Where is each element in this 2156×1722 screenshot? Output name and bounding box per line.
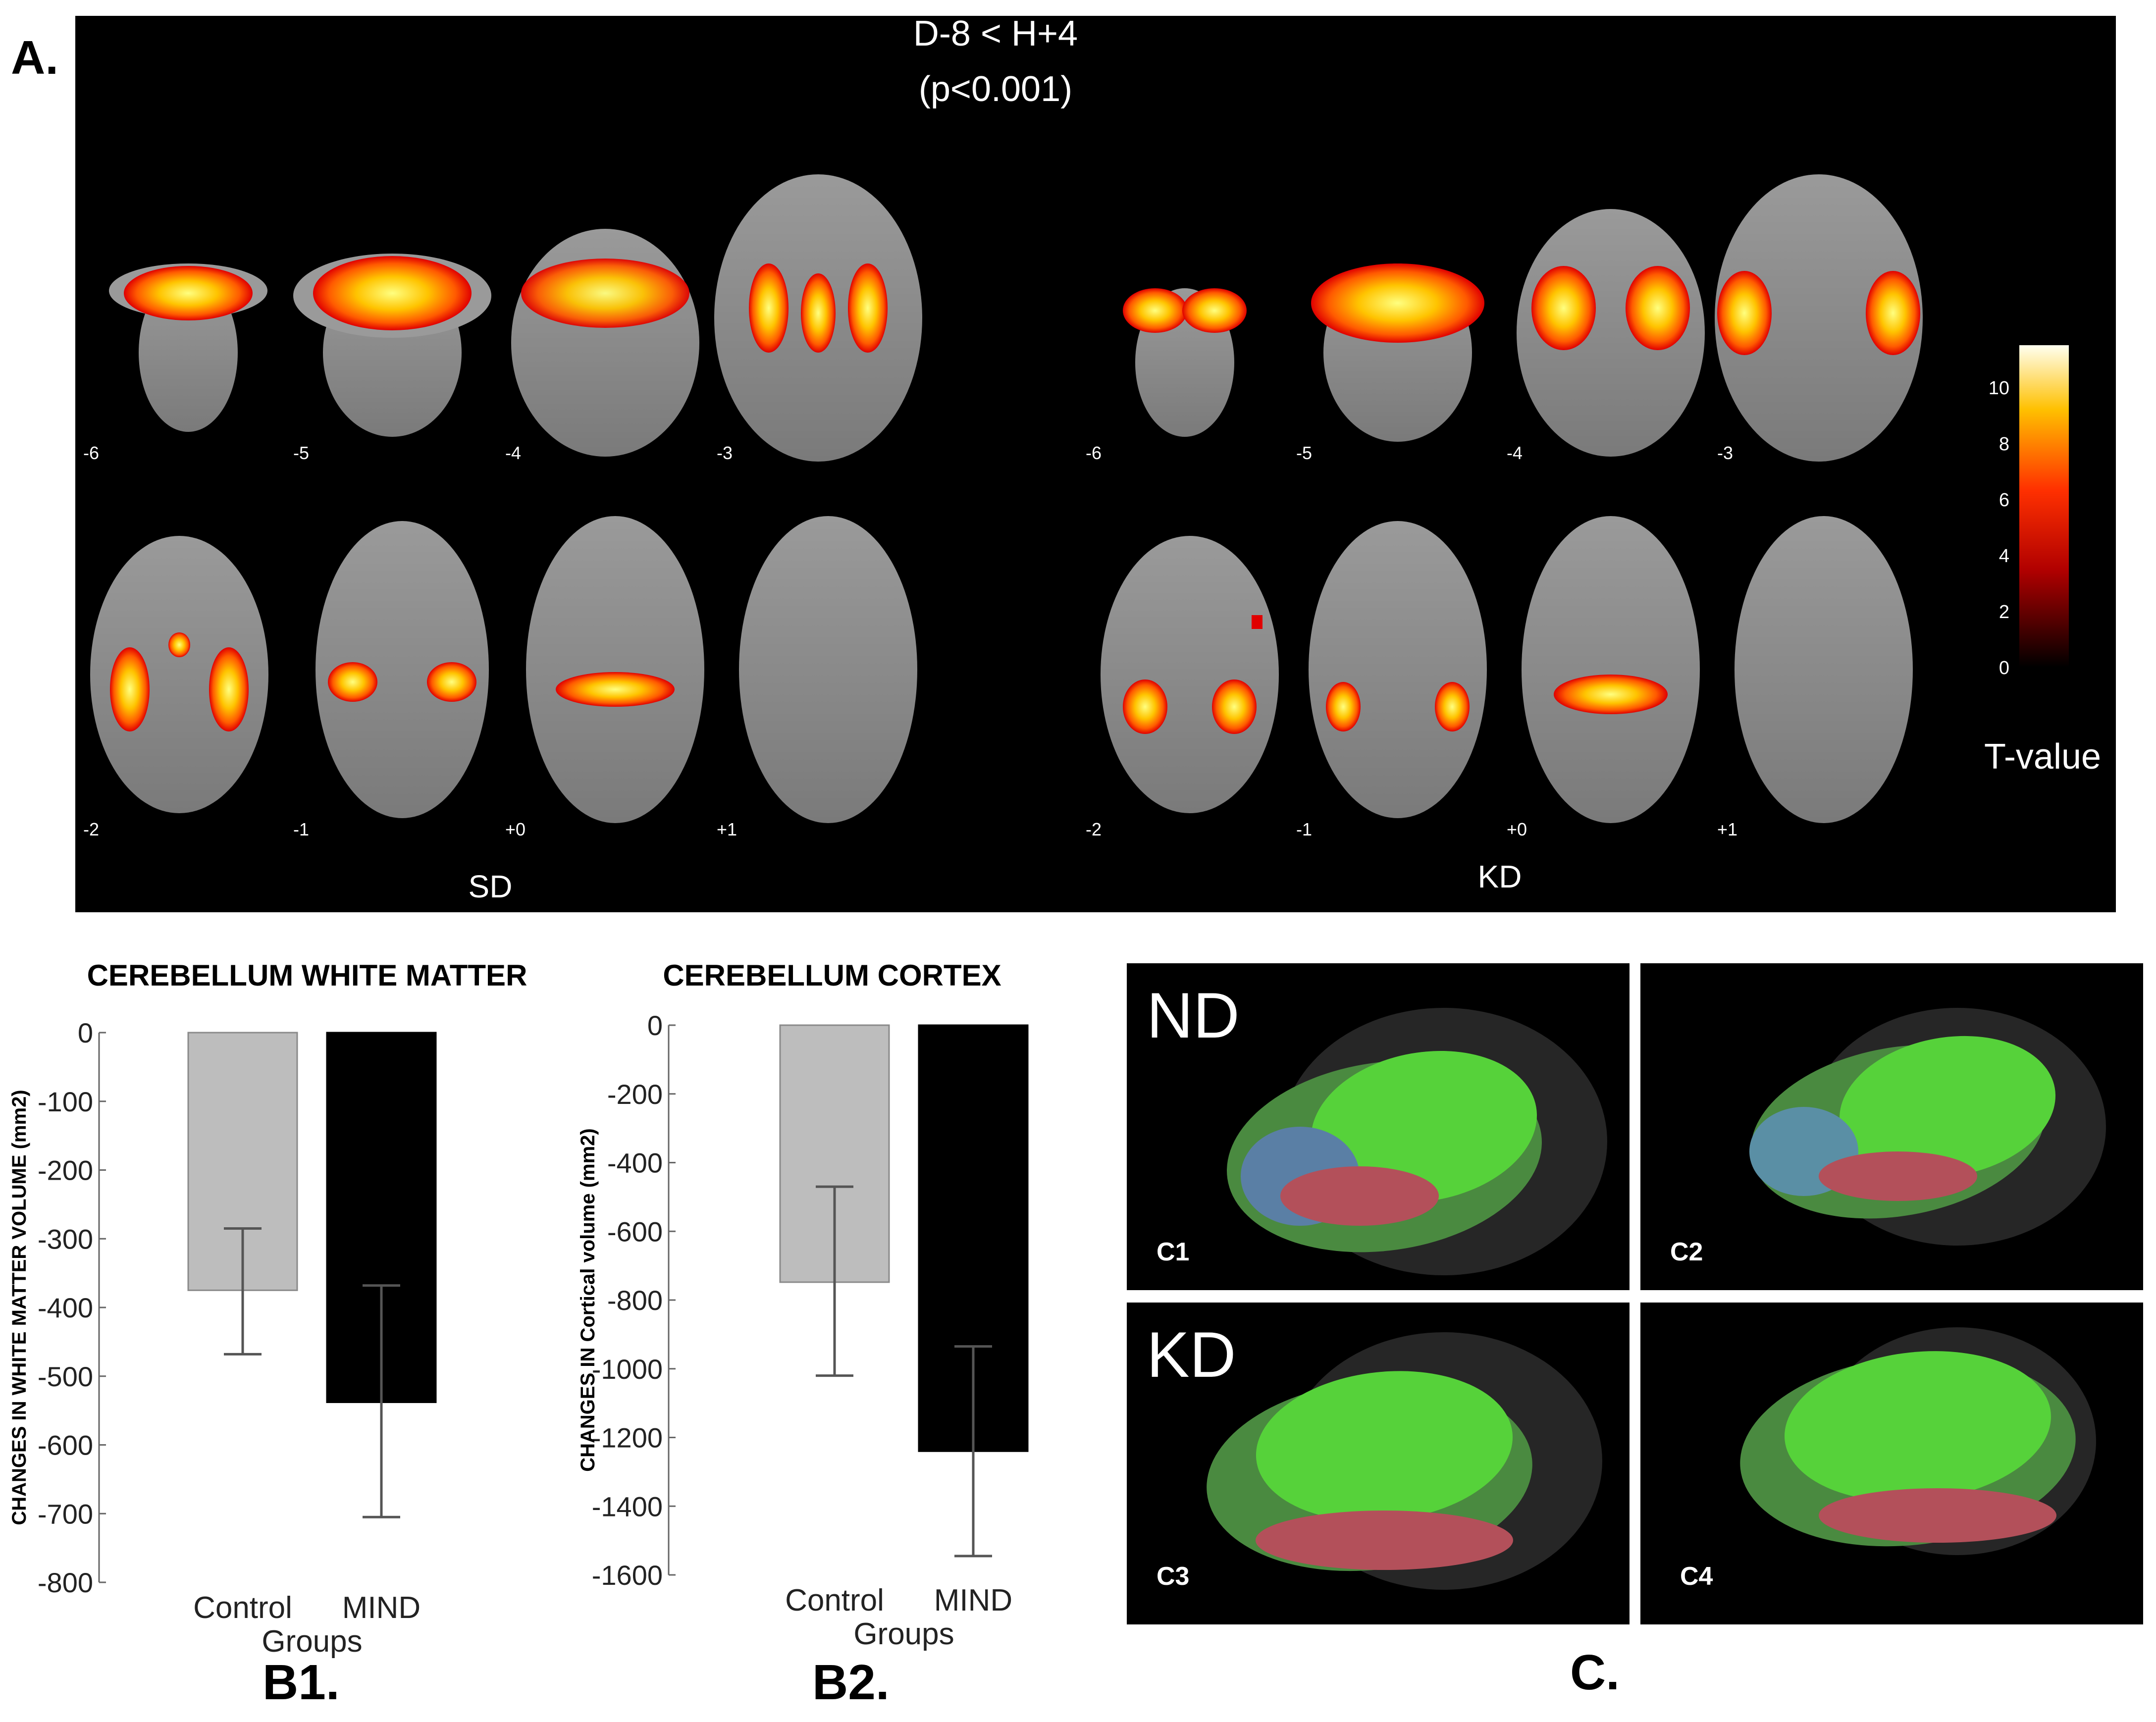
sd-slice-neg2 [90, 536, 268, 813]
y-tick-label: -1000 [592, 1354, 663, 1385]
x-tick-label: Control [785, 1583, 884, 1618]
slice-label: +1 [1717, 819, 1737, 839]
colorbar-tick-label: 10 [1989, 378, 2009, 399]
panel-b1-label: B1. [263, 1655, 340, 1710]
group-label-sd: SD [469, 869, 513, 904]
slice-label: -1 [293, 819, 309, 839]
colorbar-tick-label: 4 [1999, 546, 2009, 567]
pvalue-title: (p<0.001) [919, 69, 1072, 109]
panel-a-label: A. [11, 31, 58, 84]
y-tick-label: -300 [38, 1223, 93, 1254]
y-tick-label: -600 [607, 1216, 663, 1247]
y-tick-label: -800 [607, 1285, 663, 1316]
subpanel-label: C2 [1670, 1238, 1703, 1266]
colorbar-tick-label: 8 [1999, 434, 2009, 455]
slice-label: -5 [293, 443, 309, 463]
colorbar-tick-label: 6 [1999, 490, 2009, 511]
y-tick-label: -400 [38, 1292, 93, 1323]
subpanel-label: C4 [1680, 1562, 1713, 1591]
y-tick-label: -600 [38, 1430, 93, 1461]
colorbar [2019, 345, 2069, 667]
slice-label: -5 [1296, 443, 1312, 463]
y-tick-label: -200 [38, 1155, 93, 1186]
slice-label: +1 [717, 819, 737, 839]
slice-label: -1 [1296, 819, 1312, 839]
contrast-title: D-8 < H+4 [913, 16, 1078, 53]
slice-label: -4 [505, 443, 521, 463]
sd-slice-neg5 [293, 254, 491, 437]
slice-label: -3 [717, 443, 733, 463]
slice-label: +0 [505, 819, 526, 839]
dti-panel-c1: ND C1 [1127, 963, 1630, 1290]
slice-label: -4 [1507, 443, 1523, 463]
colorbar-tick-label: 2 [1999, 602, 2009, 623]
y-tick-label: -400 [607, 1148, 663, 1179]
chart-title: CEREBELLUM WHITE MATTER [87, 959, 527, 992]
colorbar-ticks: 10 8 6 4 2 0 [1989, 378, 2009, 678]
chart-title: CEREBELLUM CORTEX [663, 959, 1001, 992]
panel-b2-label: B2. [812, 1655, 890, 1710]
group-label-kd: KD [1478, 859, 1522, 894]
y-tick-label: -1600 [592, 1560, 663, 1591]
slice-label: -3 [1717, 443, 1733, 463]
brain-maps-svg: D-8 < H+4 (p<0.001) [83, 14, 2101, 904]
y-tick-label: -1200 [592, 1422, 663, 1454]
subpanel-label: C3 [1157, 1562, 1189, 1591]
dti-panel-c2: C2 [1640, 963, 2143, 1290]
slice-label: -6 [1086, 443, 1102, 463]
y-tick-label: -500 [38, 1361, 93, 1392]
kd-slice-pos1 [1735, 516, 1913, 823]
kd-slice-neg1 [1309, 521, 1487, 818]
sd-slice-pos1 [739, 516, 917, 823]
row-label-nd: ND [1147, 979, 1240, 1051]
sd-slice-pos0 [526, 516, 704, 823]
sd-slice-neg6 [109, 263, 267, 432]
kd-slice-neg5 [1311, 263, 1484, 442]
bar-chart-white-matter: CEREBELLUM WHITE MATTER 0 -100 -200 -300 -400… [8, 959, 527, 1659]
kd-slice-neg4 [1517, 209, 1705, 457]
colorbar-tick-label: 0 [1999, 658, 2009, 678]
y-tick-label: -800 [38, 1567, 93, 1598]
y-axis-label: CHANGES IN Cortical volume (mm2) [577, 1128, 599, 1471]
sd-slice-neg4 [511, 229, 699, 457]
kd-slice-pos0 [1522, 516, 1700, 823]
y-axis-label: CHANGES IN WHITE MATTER VOLUME (mm2) [8, 1090, 30, 1525]
sd-slice-neg1 [316, 521, 489, 818]
y-tick-label: 0 [647, 1010, 663, 1041]
row-label-kd: KD [1147, 1318, 1236, 1391]
x-axis-label: Groups [853, 1617, 954, 1651]
dti-panel-c4: C4 [1640, 1303, 2143, 1624]
kd-slice-neg6 [1123, 288, 1247, 437]
x-axis-label: Groups [262, 1624, 362, 1659]
y-tick-label: -1400 [592, 1491, 663, 1522]
y-tick-label: -100 [38, 1086, 93, 1117]
subpanel-label: C1 [1157, 1238, 1189, 1266]
slice-label: -2 [83, 819, 99, 839]
slice-label: -2 [1086, 819, 1102, 839]
y-tick-label: -700 [38, 1498, 93, 1529]
x-tick-label: MIND [342, 1591, 421, 1625]
panel-a-brain-maps: D-8 < H+4 (p<0.001) [75, 14, 2116, 912]
sd-slice-neg3 [714, 174, 922, 462]
panel-c-label: C. [1570, 1645, 1620, 1700]
y-tick-label: 0 [78, 1017, 93, 1048]
x-tick-label: Control [193, 1591, 292, 1625]
x-tick-label: MIND [934, 1583, 1012, 1618]
y-tick-label: -200 [607, 1079, 663, 1110]
slice-label: +0 [1507, 819, 1527, 839]
colorbar-title: T-value [1984, 737, 2101, 777]
dti-panel-c3: KD C3 [1127, 1303, 1630, 1624]
kd-slice-neg3 [1715, 174, 1923, 462]
kd-slice-neg2 [1101, 536, 1279, 813]
slice-label: -6 [83, 443, 99, 463]
